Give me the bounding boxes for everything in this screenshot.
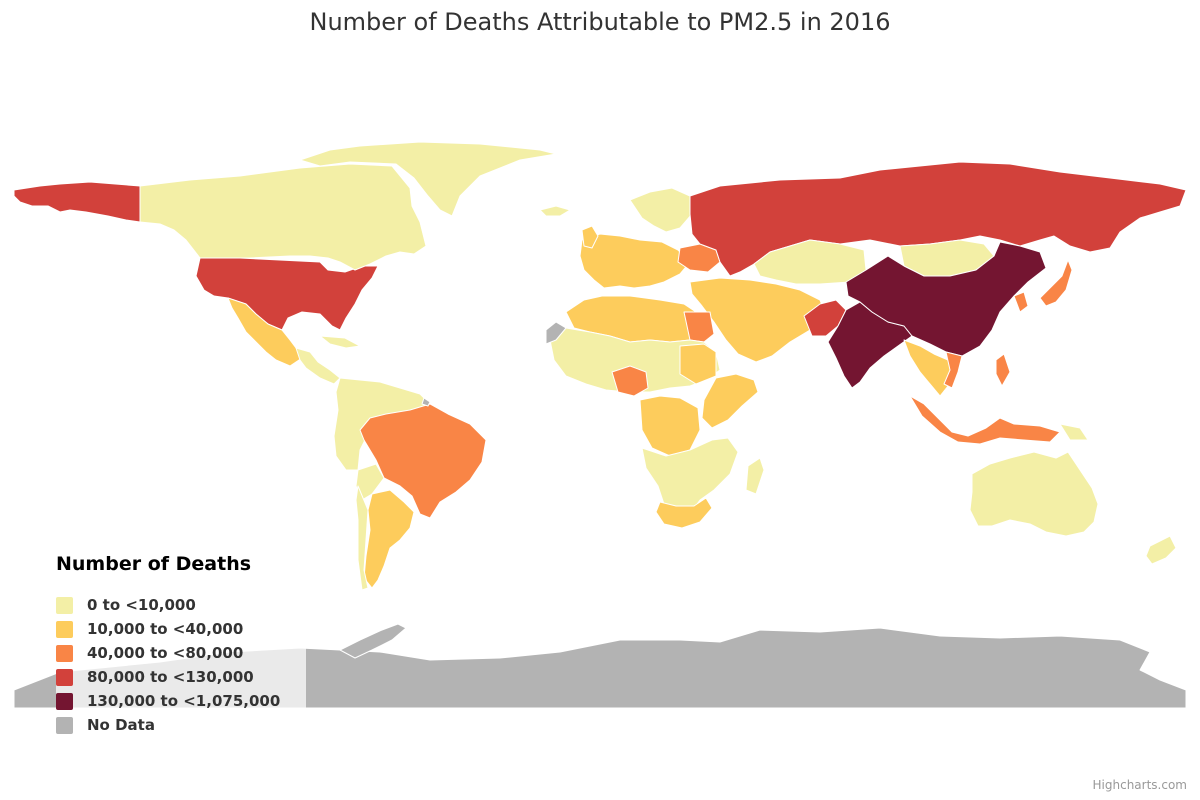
region-korea[interactable] [1013,291,1029,313]
legend-label: 130,000 to <1,075,000 [87,692,281,710]
legend-swatch [56,596,73,614]
region-madagascar[interactable] [745,457,765,495]
legend-item[interactable]: 130,000 to <1,075,000 [56,689,306,713]
region-uk[interactable] [581,225,599,249]
region-japan[interactable] [1039,259,1073,307]
region-central-africa[interactable] [639,395,701,457]
chart-title: Number of Deaths Attributable to PM2.5 i… [309,8,891,36]
legend-swatch [56,668,73,686]
region-western-europe[interactable] [579,233,691,289]
region-east-africa[interactable] [701,373,759,429]
region-argentina[interactable] [363,489,415,589]
legend-swatch [56,644,73,662]
region-vietnam[interactable] [943,351,963,389]
legend-item[interactable]: No Data [56,713,306,737]
region-sudan[interactable] [679,343,717,385]
region-usa[interactable] [195,257,379,331]
legend-label: 0 to <10,000 [87,596,196,614]
legend-swatch [56,716,73,734]
legend-item[interactable]: 0 to <10,000 [56,593,306,617]
legend-item[interactable]: 40,000 to <80,000 [56,641,306,665]
legend-label: 10,000 to <40,000 [87,620,244,638]
region-mexico[interactable] [227,297,303,367]
region-new-zealand[interactable] [1145,535,1177,565]
region-nigeria[interactable] [611,365,649,397]
region-brazil[interactable] [359,403,487,519]
legend-item[interactable]: 10,000 to <40,000 [56,617,306,641]
region-arctic-islands[interactable] [299,141,557,217]
region-south-africa[interactable] [655,497,713,529]
legend-swatch [56,620,73,638]
region-scandinavia[interactable] [629,187,693,233]
region-antarctica[interactable] [13,627,1187,709]
region-french-guiana[interactable] [421,397,431,407]
region-egypt[interactable] [683,311,715,343]
legend-swatch [56,692,73,710]
region-southern-africa[interactable] [641,437,739,517]
region-alaska[interactable] [13,181,141,223]
region-australia[interactable] [969,451,1099,537]
legend-label: 80,000 to <130,000 [87,668,254,686]
legend-items: 0 to <10,000 10,000 to <40,000 40,000 to… [56,593,306,737]
region-caribbean[interactable] [319,335,361,349]
region-papua[interactable] [1059,423,1089,441]
region-philippines[interactable] [995,353,1011,387]
credits-link[interactable]: Highcharts.com [1092,778,1187,792]
legend: Number of Deaths 0 to <10,000 10,000 to … [56,550,306,737]
legend-label: No Data [87,716,155,734]
region-west-africa[interactable] [549,327,721,393]
region-iceland[interactable] [539,205,571,217]
legend-title: Number of Deaths [56,553,252,575]
region-canada[interactable] [139,163,427,271]
legend-item[interactable]: 80,000 to <130,000 [56,665,306,689]
region-chile[interactable] [355,485,369,591]
region-antarctic-peninsula[interactable] [339,623,407,659]
region-western-sahara[interactable] [545,321,567,345]
region-indonesia[interactable] [909,395,1061,445]
region-central-america[interactable] [295,347,341,385]
region-russia[interactable] [689,161,1187,277]
legend-label: 40,000 to <80,000 [87,644,244,662]
